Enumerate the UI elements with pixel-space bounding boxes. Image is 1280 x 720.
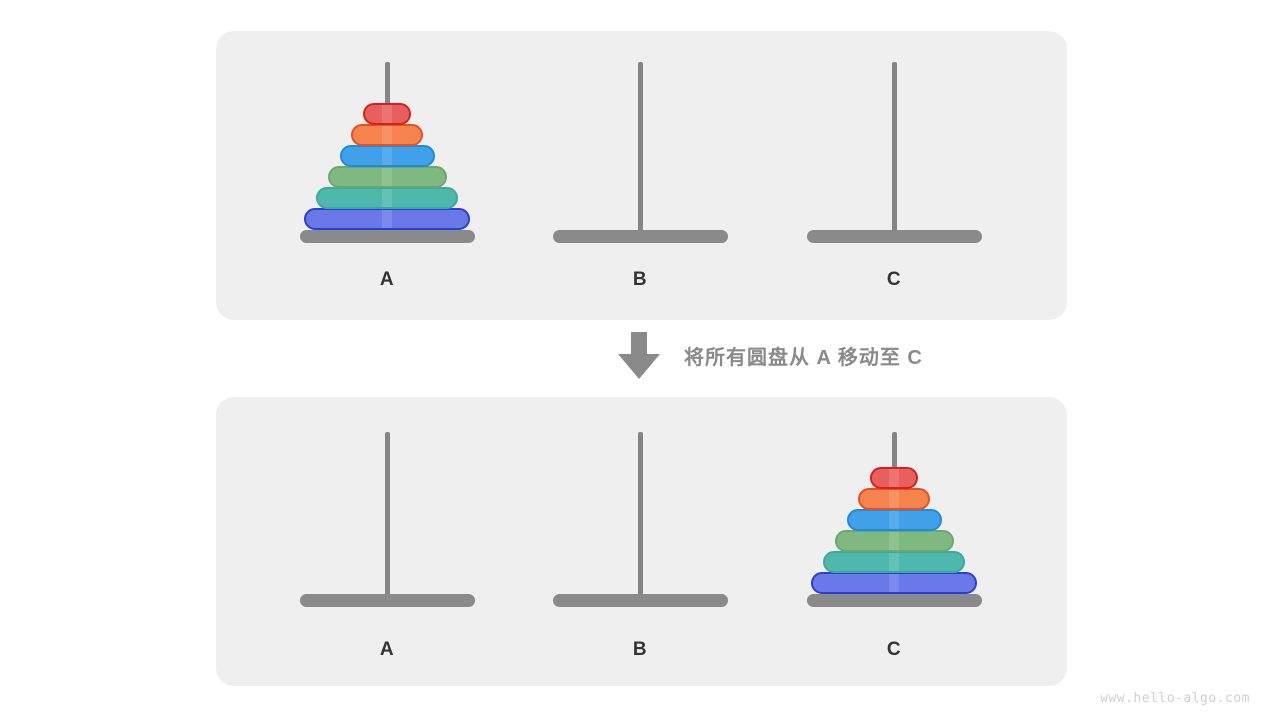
disc-sheen bbox=[382, 105, 392, 123]
peg-a-goal: A bbox=[287, 397, 487, 686]
peg-label-a: A bbox=[379, 639, 395, 660]
disc-size-1[interactable] bbox=[870, 467, 918, 489]
disc-stack-a-initial bbox=[287, 31, 487, 230]
initial-state-panel: A B C bbox=[216, 31, 1067, 320]
peg-label-a: A bbox=[379, 269, 395, 290]
transition-row: 将所有圆盘从 A 移动至 C bbox=[216, 330, 1067, 385]
peg-label-b: B bbox=[632, 269, 648, 290]
disc-sheen bbox=[382, 126, 392, 144]
disc-sheen bbox=[889, 469, 899, 487]
peg-b-initial: B bbox=[540, 31, 740, 320]
disc-size-4[interactable] bbox=[327, 166, 447, 188]
disc-size-2[interactable] bbox=[351, 124, 423, 146]
disc-size-3[interactable] bbox=[846, 509, 942, 531]
disc-stack-b-goal bbox=[540, 397, 740, 594]
peg-b-goal: B bbox=[540, 397, 740, 686]
disc-sheen bbox=[382, 147, 392, 165]
disc-sheen bbox=[889, 511, 899, 529]
disc-sheen bbox=[382, 168, 392, 186]
peg-a-initial: A bbox=[287, 31, 487, 320]
disc-size-5[interactable] bbox=[823, 551, 965, 573]
peg-base-icon bbox=[299, 230, 475, 243]
disc-stack-c-goal bbox=[794, 397, 994, 594]
disc-stack-a-goal bbox=[287, 397, 487, 594]
peg-base-icon bbox=[552, 594, 728, 607]
watermark: www.hello-algo.com bbox=[1100, 691, 1250, 706]
disc-sheen bbox=[382, 189, 392, 207]
disc-stack-c-initial bbox=[794, 31, 994, 230]
peg-c-goal: C bbox=[794, 397, 994, 686]
peg-rod-icon bbox=[637, 432, 643, 600]
disc-sheen bbox=[889, 574, 899, 592]
disc-size-4[interactable] bbox=[834, 530, 954, 552]
disc-sheen bbox=[889, 553, 899, 571]
disc-sheen bbox=[382, 210, 392, 228]
peg-rod-icon bbox=[384, 432, 390, 600]
peg-base-icon bbox=[806, 230, 982, 243]
disc-size-1[interactable] bbox=[363, 103, 411, 125]
disc-stack-b-initial bbox=[540, 31, 740, 230]
peg-label-c: C bbox=[886, 639, 902, 660]
peg-c-initial: C bbox=[794, 31, 994, 320]
disc-sheen bbox=[889, 490, 899, 508]
peg-rod-icon bbox=[637, 62, 643, 236]
disc-size-3[interactable] bbox=[339, 145, 435, 167]
peg-base-icon bbox=[806, 594, 982, 607]
peg-base-icon bbox=[552, 230, 728, 243]
disc-size-2[interactable] bbox=[858, 488, 930, 510]
peg-rod-icon bbox=[891, 62, 897, 236]
peg-label-b: B bbox=[632, 639, 648, 660]
disc-size-5[interactable] bbox=[316, 187, 458, 209]
peg-base-icon bbox=[299, 594, 475, 607]
arrow-down-icon bbox=[618, 332, 660, 379]
move-caption: 将所有圆盘从 A 移动至 C bbox=[684, 347, 923, 369]
goal-state-panel: A B C bbox=[216, 397, 1067, 686]
disc-sheen bbox=[889, 532, 899, 550]
peg-label-c: C bbox=[886, 269, 902, 290]
disc-size-6[interactable] bbox=[811, 572, 977, 594]
disc-size-6[interactable] bbox=[304, 208, 470, 230]
